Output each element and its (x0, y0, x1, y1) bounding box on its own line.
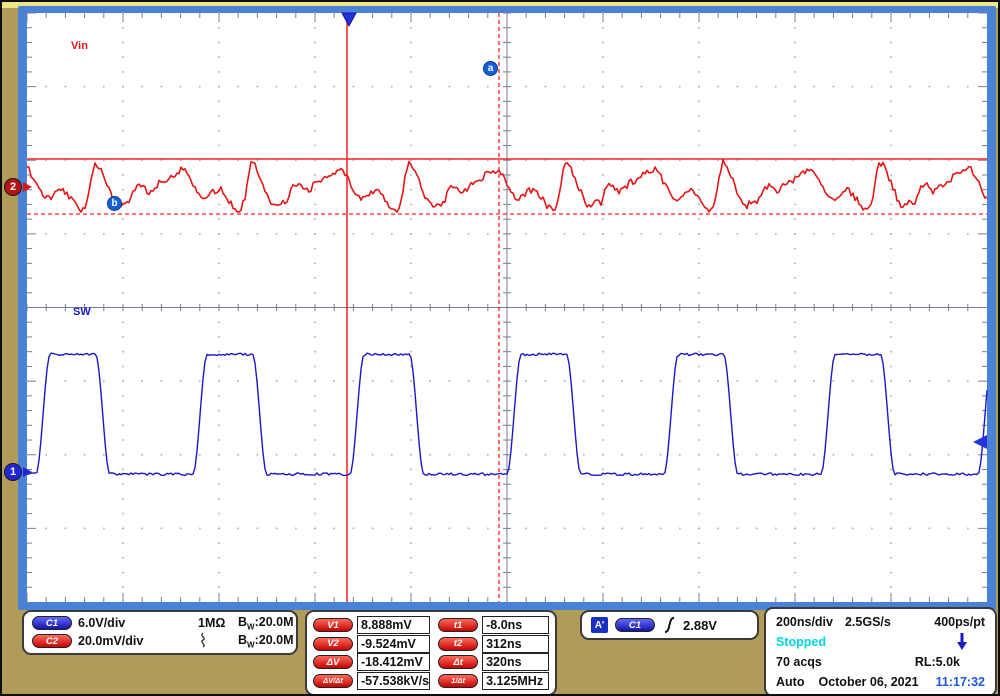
dv-label: ΔV (313, 655, 353, 670)
trigger-level-marker[interactable] (973, 435, 987, 449)
v2-row: V2 -9.524mV (313, 634, 431, 653)
time-text: 11:17:32 (935, 675, 985, 690)
v2-label: V2 (313, 636, 353, 651)
ch2-reference-marker[interactable]: 2 (4, 178, 22, 196)
t2-row: t2 312ns (438, 634, 549, 653)
grid-dots (26, 12, 969, 589)
vin-trace[interactable] (26, 158, 988, 213)
dt-label: Δt (438, 655, 479, 670)
dt-row: Δt 320ns (438, 653, 549, 672)
trigger-readout-box[interactable]: A' C1 2.88V (580, 610, 759, 640)
top-accent-strip (2, 2, 998, 8)
t1-row: t1 -8.0ns (438, 616, 549, 634)
dvdt-row: ΔV/Δt -57.538kV/s (313, 671, 431, 690)
timebase: 200ns/div (776, 614, 833, 629)
v1-row: V1 8.888mV (313, 616, 431, 634)
resolution: 400ps/pt (934, 614, 985, 629)
trigger-a-badge: A' (591, 617, 608, 633)
ch2-trace-label: Vin (71, 40, 88, 52)
record-length: RL:5.0k (914, 655, 960, 670)
center-axes (26, 12, 987, 602)
trigger-mode: Auto (776, 675, 805, 690)
ch1-reference-marker[interactable]: 1 (4, 463, 22, 481)
dvdt-value: -57.538kV/s (357, 671, 431, 690)
cursor-b-marker[interactable]: b (107, 196, 122, 211)
invdt-row: 1/Δt 3.125MHz (438, 671, 549, 690)
date-text: October 06, 2021 (818, 675, 919, 690)
cursor-readout-box[interactable]: V1 8.888mV V2 -9.524mV ΔV -18.412mV ΔV/Δ… (305, 610, 557, 694)
trigger-position-arrow-icon (957, 632, 967, 650)
ch2-badge[interactable]: C2 (32, 634, 72, 648)
datetime-row: Auto October 06, 2021 11:17:32 (776, 673, 985, 692)
v1-value: 8.888mV (357, 616, 431, 634)
acquisition-count: 70 acqs (776, 655, 822, 670)
acquisition-status: Stopped (776, 634, 826, 649)
sw-trace[interactable] (26, 352, 988, 477)
dv-value: -18.412mV (357, 653, 431, 672)
v1-label: V1 (313, 618, 353, 632)
ch1-bandwidth: BW:20.0M (238, 615, 294, 632)
trigger-position-marker[interactable] (341, 12, 357, 28)
status-row: Stopped (776, 632, 985, 651)
trigger-level: 2.88V (683, 617, 717, 633)
t1-label: t1 (438, 618, 479, 632)
ch1-badge[interactable]: C1 (32, 616, 72, 631)
channel-settings-box[interactable]: C1 6.0V/div 1MΩ BW:20.0M C2 20.0mV/div B… (22, 610, 298, 655)
v2-value: -9.524mV (357, 634, 431, 653)
trigger-source-badge: C1 (615, 618, 655, 632)
ch2-reference-arrow-icon (23, 182, 32, 192)
ch2-bandwidth: BW:20.0M (238, 632, 294, 650)
dvdt-label: ΔV/Δt (313, 673, 353, 688)
ch1-impedance: 1MΩ (198, 616, 226, 631)
ch2-scale: 20.0mV/div (78, 634, 144, 648)
sample-rate: 2.5GS/s (844, 614, 891, 629)
timebase-row: 200ns/div 2.5GS/s 400ps/pt (776, 612, 985, 631)
horizontal-readout-box[interactable]: 200ns/div 2.5GS/s 400ps/pt Stopped 70 ac… (764, 607, 997, 694)
ch1-trace-label: SW (73, 306, 91, 318)
t2-value: 312ns (482, 634, 549, 653)
dv-row: ΔV -18.412mV (313, 653, 431, 672)
t2-label: t2 (438, 636, 479, 651)
ch2-coupling-icon (198, 631, 238, 651)
ch1-reference-arrow-icon (23, 467, 32, 477)
time-cursor-column: t1 -8.0ns t2 312ns Δt 320ns 1/Δt 3.125MH… (438, 616, 549, 690)
cursor-a-marker[interactable]: a (483, 61, 498, 76)
t1-value: -8.0ns (482, 616, 549, 634)
invdt-label: 1/Δt (438, 673, 479, 688)
rising-edge-icon (664, 617, 675, 633)
invdt-value: 3.125MHz (482, 671, 549, 690)
ch1-scale: 6.0V/div (78, 616, 126, 631)
dt-value: 320ns (482, 653, 549, 672)
acqs-row: 70 acqs RL:5.0k (776, 653, 985, 672)
voltage-cursor-column: V1 8.888mV V2 -9.524mV ΔV -18.412mV ΔV/Δ… (313, 616, 431, 690)
